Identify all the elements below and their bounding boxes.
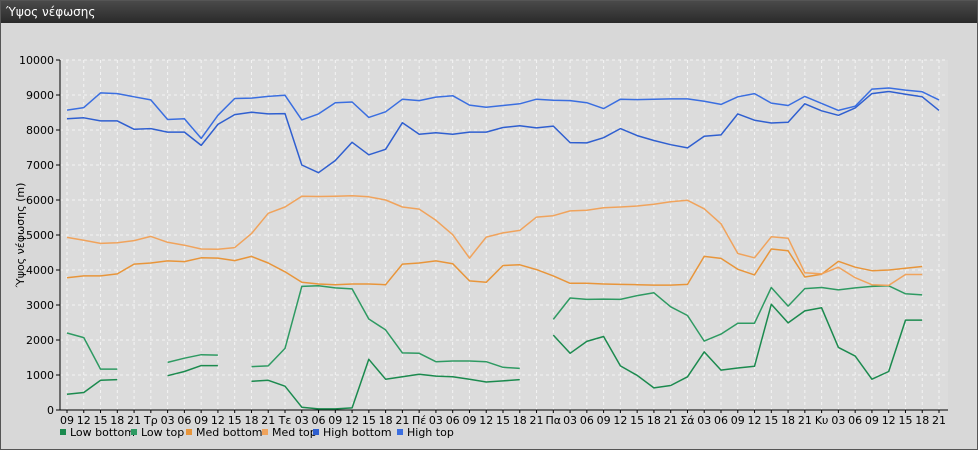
- x-tick-label: 18: [379, 414, 393, 427]
- legend-swatch: [313, 429, 319, 435]
- x-tick-label: 18: [915, 414, 929, 427]
- x-tick-label: 09: [328, 414, 342, 427]
- y-tick-label: 2000: [26, 334, 54, 347]
- y-tick-label: 7000: [26, 159, 54, 172]
- y-tick-label: 5000: [26, 229, 54, 242]
- x-tick-label: 09: [194, 414, 208, 427]
- x-tick-label: 15: [362, 414, 376, 427]
- x-tick-label: 09: [60, 414, 74, 427]
- x-tick-label: 18: [110, 414, 124, 427]
- legend-swatch: [131, 429, 137, 435]
- legend-label: Low top: [141, 426, 184, 439]
- x-tick-label: 06: [848, 414, 862, 427]
- x-tick-label: 06: [580, 414, 594, 427]
- x-tick-label: 21: [932, 414, 946, 427]
- x-tick-label: Σά: [680, 414, 694, 427]
- series-line-med-bottom: [66, 248, 923, 286]
- window-title: Ύψος νέφωσης: [6, 5, 96, 19]
- series-line-low-bottom: [66, 303, 923, 410]
- x-tick-label: 03: [429, 414, 443, 427]
- y-tick-label: 3000: [26, 299, 54, 312]
- y-tick-label: 10000: [19, 54, 54, 67]
- legend: Low bottom Low top Med bottom Med top High b…: [60, 426, 454, 439]
- series-line-high-top: [66, 87, 940, 140]
- x-tick-label: Πέ: [412, 414, 426, 427]
- legend-label: Med bottom: [196, 426, 263, 439]
- x-tick-label: 15: [898, 414, 912, 427]
- y-tick-label: 1000: [26, 369, 54, 382]
- y-axis-label: Ύψος νέφωσης (m): [14, 183, 27, 289]
- x-tick-label: 12: [748, 414, 762, 427]
- x-tick-label: Τε: [278, 414, 292, 427]
- x-tick-label: 06: [714, 414, 728, 427]
- x-tick-label: 09: [462, 414, 476, 427]
- x-tick-label: 09: [597, 414, 611, 427]
- x-tick-label: 15: [496, 414, 510, 427]
- x-tick-label: 21: [798, 414, 812, 427]
- y-axis: 0 1000 2000 3000 4000 5000 6000 7000 8000 9000 100…: [19, 54, 61, 417]
- x-tick-label: 18: [647, 414, 661, 427]
- x-tick-label: 03: [161, 414, 175, 427]
- x-tick-label: 18: [244, 414, 258, 427]
- x-tick-label: 06: [312, 414, 326, 427]
- x-tick-label: 15: [764, 414, 778, 427]
- x-tick-label: 15: [94, 414, 108, 427]
- x-tick-label: 21: [261, 414, 275, 427]
- x-axis: 09 12 15 18 21 Τρ 03 06 09 12 15 18 21 Τε 03 06 09 12 15 18…: [60, 409, 948, 427]
- x-tick-label: 12: [345, 414, 359, 427]
- y-tick-label: 8000: [26, 124, 54, 137]
- x-tick-label: 03: [563, 414, 577, 427]
- legend-label: Low bottom: [70, 426, 135, 439]
- title-bar: Ύψος νέφωσης: [1, 1, 977, 23]
- x-tick-label: 18: [781, 414, 795, 427]
- x-tick-label: 03: [295, 414, 309, 427]
- legend-swatch: [60, 429, 66, 435]
- x-tick-label: 21: [395, 414, 409, 427]
- x-tick-label: 12: [211, 414, 225, 427]
- legend-label: High bottom: [323, 426, 392, 439]
- series-line-low-top: [66, 285, 923, 370]
- x-tick-label: 21: [664, 414, 678, 427]
- x-tick-label: 12: [882, 414, 896, 427]
- x-tick-label: 15: [228, 414, 242, 427]
- x-tick-label: Κυ: [815, 414, 829, 427]
- series-line-med-top: [66, 195, 923, 287]
- y-tick-label: 0: [47, 404, 54, 417]
- series-lines: [66, 87, 940, 410]
- x-tick-label: 12: [613, 414, 627, 427]
- x-tick-label: 06: [177, 414, 191, 427]
- x-tick-label: 18: [513, 414, 527, 427]
- y-tick-label: 6000: [26, 194, 54, 207]
- legend-swatch: [262, 429, 268, 435]
- x-tick-label: Τρ: [143, 414, 158, 427]
- legend-swatch: [397, 429, 403, 435]
- series-line-high-bottom: [66, 90, 940, 174]
- x-tick-label: 03: [697, 414, 711, 427]
- x-tick-label: 12: [479, 414, 493, 427]
- y-tick-label: 9000: [26, 89, 54, 102]
- x-tick-label: 06: [446, 414, 460, 427]
- legend-swatch: [186, 429, 192, 435]
- x-tick-label: Πα: [546, 414, 562, 427]
- x-tick-label: 21: [127, 414, 141, 427]
- legend-label: Med top: [272, 426, 317, 439]
- x-tick-label: 09: [865, 414, 879, 427]
- x-tick-label: 03: [831, 414, 845, 427]
- y-tick-label: 4000: [26, 264, 54, 277]
- legend-label: High top: [407, 426, 454, 439]
- x-tick-label: 09: [731, 414, 745, 427]
- x-tick-label: 15: [630, 414, 644, 427]
- x-tick-label: 21: [530, 414, 544, 427]
- x-tick-label: 12: [77, 414, 91, 427]
